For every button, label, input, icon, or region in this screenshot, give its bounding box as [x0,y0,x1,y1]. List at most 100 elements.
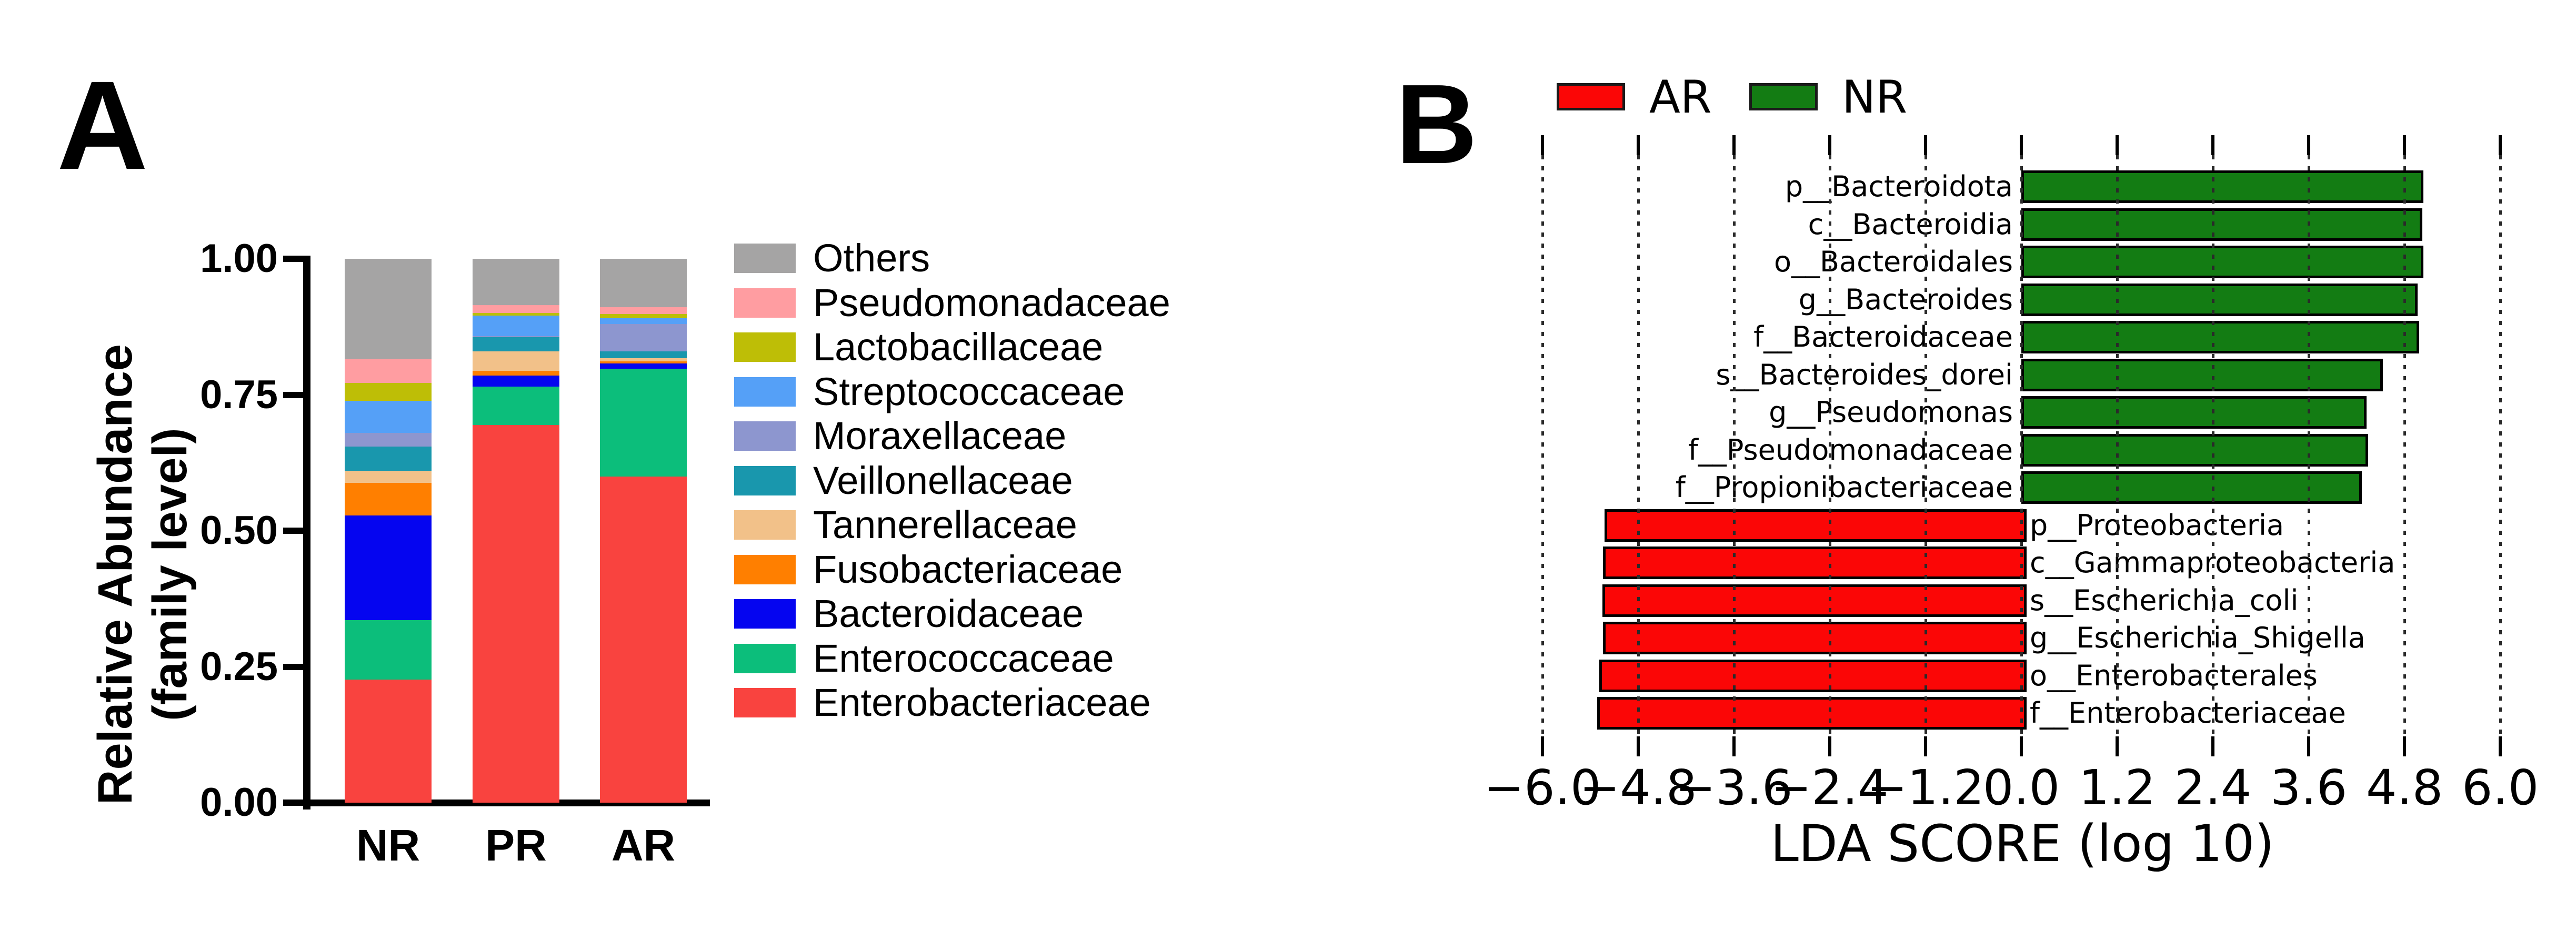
segment-Pseudomonadaceae [600,307,687,315]
bottom-tick-1.2 [2116,736,2119,756]
segment-Enterobacteriaceae [473,425,559,803]
bottom-tick-2.4 [2211,736,2215,756]
lda-bar-f__Bacteroidaceae [2021,321,2420,353]
lda-bar-p__Proteobacteria [1605,509,2027,542]
x-tick-label--1.2: −1.2 [1867,760,1984,816]
x-category-label-NR: NR [356,821,420,870]
segment-Streptococcaceae [600,318,687,325]
legend-label-Moraxellaceae: Moraxellaceae [813,414,1067,458]
x-tick-label--4.8: −4.8 [1579,760,1697,816]
stacked-bar-NR [345,259,432,803]
gridline-0 [2020,155,2023,736]
y-tick-label: 0.00 [200,780,278,825]
y-tick-label: 0.25 [200,644,278,689]
segment-Enterobacteriaceae [600,476,687,803]
top-tick-6 [2499,135,2502,155]
y-axis-line [303,256,310,810]
lda-bar-label-g__Escherichia_Shigella: g__Escherichia_Shigella [2030,621,2365,654]
x-tick-label-3.6: 3.6 [2270,760,2348,816]
top-tick-4.8 [2403,135,2407,155]
top-tick--3.6 [1732,135,1736,155]
segment-Others [600,259,687,308]
panel-b-label: B [1396,60,1478,187]
segment-Lactobacillaceae [473,313,559,316]
lda-bar-label-p__Bacteroidota: p__Bacteroidota [1785,170,2013,203]
legend-swatch-Enterobacteriaceae [734,688,796,717]
segment-Pseudomonadaceae [473,305,559,313]
legend-label-Veillonellaceae: Veillonellaceae [813,458,1073,502]
y-tick-mark [283,256,303,262]
legend-swatch-Lactobacillaceae [734,332,796,362]
lda-bar-f__Propionibacteriaceae [2021,471,2362,504]
gridline--4.8 [1637,155,1640,736]
y-tick-mark [283,528,303,534]
y-tick-mark [283,663,303,670]
lda-bar-label-f__Bacteroidaceae: f__Bacteroidaceae [1753,320,2013,353]
lda-bar-c__Bacteroidia [2021,208,2423,241]
legend-swatch-Moraxellaceae [734,421,796,451]
lda-bar-label-g__Bacteroides: g__Bacteroides [1798,282,2013,316]
lda-bar-o__Enterobacterales [1599,659,2027,692]
gridline-3.6 [2308,155,2311,736]
top-tick--2.4 [1828,135,1831,155]
lda-bar-label-f__Pseudomonadaceae: f__Pseudomonadaceae [1688,433,2013,467]
x-tick-label--3.6: −3.6 [1675,760,1793,816]
lda-bar-s__Bacteroides_dorei [2021,358,2383,391]
x-tick-label--2.4: −2.4 [1771,760,1889,816]
segment-Fusobacteriaceae [473,371,559,376]
legend-swatch-Streptococcaceae [734,377,796,407]
legend-label-Lactobacillaceae: Lactobacillaceae [813,325,1104,369]
lda-bar-label-s__Bacteroides_dorei: s__Bacteroides_dorei [1716,358,2013,391]
legend-swatch-Tannerellaceae [734,510,796,540]
y-tick-label: 1.00 [200,236,278,281]
segment-Moraxellaceae [600,324,687,351]
lda-bar-label-c__Gammaproteobacteria: c__Gammaproteobacteria [2030,546,2395,579]
segment-Veillonellaceae [600,351,687,359]
x-category-label-PR: PR [485,821,547,870]
segment-Veillonellaceae [473,337,559,351]
legend-label-nr: NR [1842,71,1908,124]
segment-Pseudomonadaceae [345,359,432,383]
segment-Bacteroidaceae [600,363,687,369]
legend-label-ar: AR [1649,71,1712,124]
lda-bar-g__Pseudomonas [2021,396,2367,429]
lda-bar-label-g__Pseudomonas: g__Pseudomonas [1769,396,2013,429]
segment-Moraxellaceae [345,432,432,447]
y-tick-label: 0.75 [200,372,278,417]
bottom-tick-4.8 [2403,736,2407,756]
x-tick-label-2.4: 2.4 [2174,760,2252,816]
lda-bar-f__Pseudomonadaceae [2021,433,2369,467]
gridline-4.8 [2403,155,2407,736]
panel-a-label: A [57,55,148,196]
x-category-label-AR: AR [611,821,676,870]
top-tick--6 [1540,135,1544,155]
stacked-bar-PR [473,259,559,803]
stacked-bar-AR [600,259,687,803]
legend-label-Tannerellaceae: Tannerellaceae [813,503,1077,547]
segment-Others [345,259,432,360]
top-tick-2.4 [2211,135,2215,155]
segment-Fusobacteriaceae [345,483,432,516]
x-axis-title: LDA SCORE (log 10) [1770,814,2274,873]
legend-label-Pseudomonadaceae: Pseudomonadaceae [813,280,1170,325]
segment-Tannerellaceae [473,351,559,371]
gridline-2.4 [2212,155,2215,736]
segment-Enterobacteriaceae [345,680,432,803]
x-tick-label--6: −6.0 [1484,760,1601,816]
lda-bar-label-o__Enterobacterales: o__Enterobacterales [2030,659,2318,692]
gridline--2.4 [1828,155,1831,736]
x-tick-label-6: 6.0 [2462,760,2539,816]
legend-swatch-Bacteroidaceae [734,599,796,629]
bottom-tick--1.2 [1923,736,1927,756]
lda-bar-g__Escherichia_Shigella [1603,622,2027,654]
lda-bar-label-s__Escherichia_coli: s__Escherichia_coli [2030,583,2299,617]
lda-bar-f__Enterobacteriaceae [1597,697,2027,730]
gridline--1.2 [1924,155,1927,736]
y-tick-mark [283,800,303,806]
segment-Moraxellaceae [473,336,559,337]
segment-Others [473,259,559,305]
segment-Bacteroidaceae [345,515,432,620]
lda-bar-label-o__Bacteroidales: o__Bacteroidales [1773,245,2013,278]
top-tick--1.2 [1923,135,1927,155]
